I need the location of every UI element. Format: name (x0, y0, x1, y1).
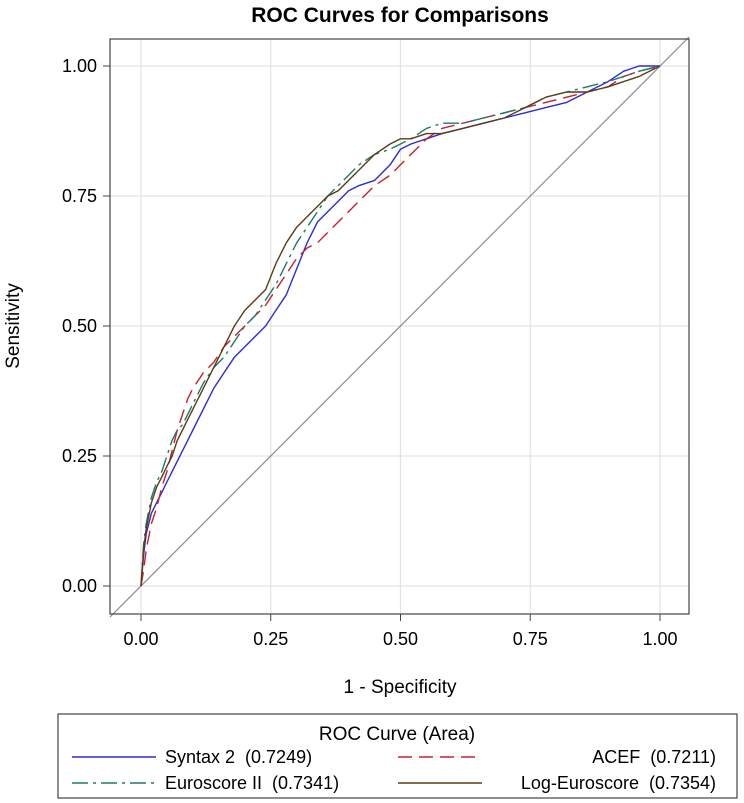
legend-entry-label: ACEF (0.7211) (592, 747, 716, 767)
series-line-acef (140, 65, 661, 587)
y-axis-label: Sensitivity (3, 283, 24, 369)
y-tick-label: 0.00 (62, 576, 97, 596)
reference-diagonal (109, 36, 690, 618)
series-line-log-euroscore (140, 65, 661, 587)
x-tick-label: 0.75 (513, 629, 548, 649)
legend: ROC Curve (Area) Syntax 2 (0.7249) ACEF (… (57, 713, 738, 799)
legend-box (57, 713, 738, 799)
legend-entry-label: Euroscore II (0.7341) (165, 773, 339, 793)
y-tick-label: 0.25 (62, 446, 97, 466)
series-lines (140, 65, 661, 587)
legend-entry-label: Log-Euroscore (0.7354) (521, 773, 716, 793)
x-tick-label: 0.50 (383, 629, 418, 649)
chart-title: ROC Curves for Comparisons (251, 4, 549, 27)
y-tick-label: 0.50 (62, 316, 97, 336)
x-tick-label: 0.00 (123, 629, 158, 649)
legend-title: ROC Curve (Area) (319, 724, 475, 745)
y-tick-label: 0.75 (62, 186, 97, 206)
grid (110, 39, 689, 614)
series-line-syntax-2 (140, 65, 660, 587)
legend-entry-label: Syntax 2 (0.7249) (165, 747, 312, 767)
y-tick-label: 1.00 (62, 56, 97, 76)
x-tick-label: 0.25 (253, 629, 288, 649)
x-axis-label: 1 - Specificity (344, 677, 457, 698)
x-tick-label: 1.00 (642, 629, 677, 649)
y-axis-ticks: 0.00 0.25 0.50 0.75 1.00 (62, 56, 110, 596)
reference-line (109, 36, 690, 618)
series-line-euroscore-ii (140, 65, 661, 587)
x-axis-ticks: 0.00 0.25 0.50 0.75 1.00 (123, 614, 678, 649)
